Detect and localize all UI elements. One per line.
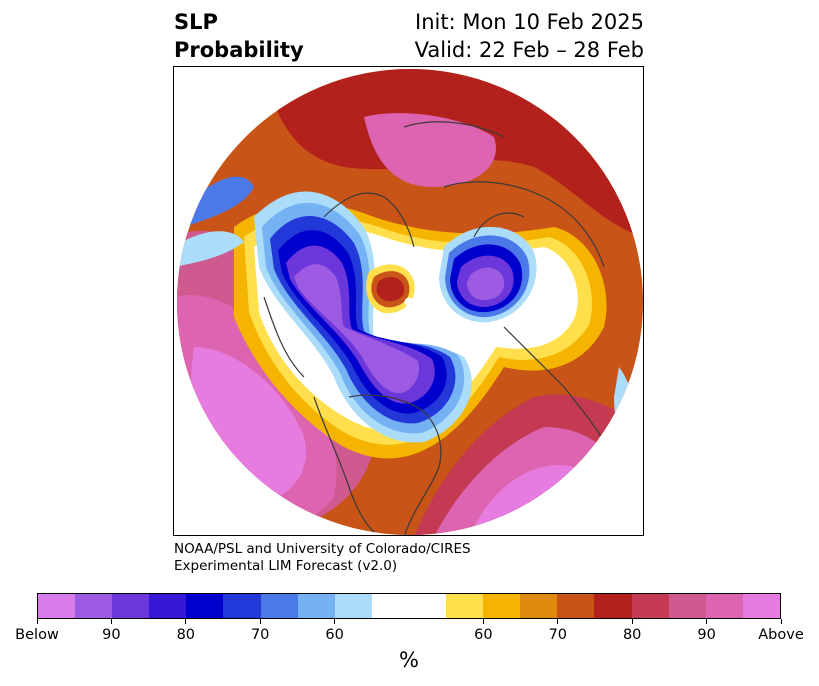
colorbar-swatch xyxy=(186,594,224,618)
colorbar-swatch xyxy=(149,594,187,618)
colorbar-tickmark xyxy=(706,619,708,624)
colorbar-tickmark xyxy=(36,619,38,624)
colorbar-tick-label: 70 xyxy=(250,627,270,643)
colorbar-tick-label: 80 xyxy=(622,627,642,643)
map-title-left: SLP Probability xyxy=(174,8,304,64)
colorbar-swatch xyxy=(520,594,558,618)
colorbar-swatch xyxy=(557,594,595,618)
credit-line1: NOAA/PSL and University of Colorado/CIRE… xyxy=(174,541,471,557)
credit-line2: Experimental LIM Forecast (v2.0) xyxy=(174,558,398,574)
hemisphere xyxy=(177,69,643,535)
colorbar-tickmark xyxy=(780,619,782,624)
colorbar xyxy=(37,593,781,619)
init-date: Init: Mon 10 Feb 2025 xyxy=(415,10,644,34)
colorbar-tickmark xyxy=(110,619,112,624)
colorbar-tickmark xyxy=(631,619,633,624)
colorbar-swatch xyxy=(408,594,447,618)
map-title-right: Init: Mon 10 Feb 2025 Valid: 22 Feb – 28… xyxy=(415,8,644,64)
colorbar-tick-label: 60 xyxy=(474,627,493,643)
title-variable: SLP xyxy=(174,10,218,34)
colorbar-tick-label: 60 xyxy=(325,627,344,643)
colorbar-swatch xyxy=(705,594,743,618)
colorbar-swatch xyxy=(371,594,409,618)
colorbar-swatch xyxy=(742,594,780,618)
colorbar-tick-label: 90 xyxy=(697,627,716,643)
colorbar-swatch xyxy=(112,594,150,618)
colorbar-swatch xyxy=(668,594,706,618)
colorbar-tickmark xyxy=(334,619,336,624)
colorbar-tick-label: 80 xyxy=(176,627,196,643)
colorbar-swatch xyxy=(75,594,113,618)
colorbar-swatch xyxy=(446,594,484,618)
colorbar-unit: % xyxy=(399,648,419,672)
title-type: Probability xyxy=(174,38,304,62)
colorbar-swatch xyxy=(631,594,669,618)
colorbar-swatch xyxy=(38,594,76,618)
colorbar-swatch xyxy=(260,594,298,618)
coastlines xyxy=(263,121,620,535)
colorbar-tick-label: 90 xyxy=(102,627,121,643)
source-credit: NOAA/PSL and University of Colorado/CIRE… xyxy=(174,541,471,575)
colorbar-tickmark xyxy=(259,619,261,624)
colorbar-tickmark xyxy=(185,619,187,624)
colorbar-swatch xyxy=(594,594,632,618)
probability-map xyxy=(173,66,644,536)
colorbar-tick-label: Above xyxy=(758,627,804,643)
colorbar-tickmark xyxy=(557,619,559,624)
colorbar-swatch xyxy=(297,594,335,618)
colorbar-swatch xyxy=(483,594,521,618)
colorbar-tick-label: Below xyxy=(15,627,59,643)
colorbar-swatch xyxy=(223,594,261,618)
polar-map-svg xyxy=(177,69,643,535)
colorbar-swatch xyxy=(334,594,372,618)
colorbar-tickmark xyxy=(482,619,484,624)
colorbar-tick-label: 70 xyxy=(548,627,568,643)
valid-range: Valid: 22 Feb – 28 Feb xyxy=(414,38,644,62)
